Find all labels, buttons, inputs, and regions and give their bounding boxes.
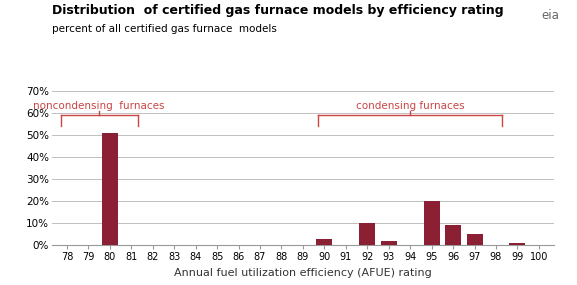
Bar — [424, 201, 440, 245]
Bar — [102, 133, 118, 245]
Bar — [445, 225, 461, 245]
Text: eia: eia — [542, 9, 560, 22]
Text: percent of all certified gas furnace  models: percent of all certified gas furnace mod… — [52, 24, 277, 34]
Text: noncondensing  furnaces: noncondensing furnaces — [33, 101, 165, 111]
Bar — [316, 239, 332, 245]
Text: Distribution  of certified gas furnace models by efficiency rating: Distribution of certified gas furnace mo… — [52, 4, 504, 17]
Bar — [381, 241, 397, 245]
Bar — [509, 243, 526, 245]
Text: condensing furnaces: condensing furnaces — [356, 101, 464, 111]
Bar — [359, 223, 375, 245]
Bar — [466, 234, 482, 245]
X-axis label: Annual fuel utilization efficiency (AFUE) rating: Annual fuel utilization efficiency (AFUE… — [174, 268, 432, 278]
